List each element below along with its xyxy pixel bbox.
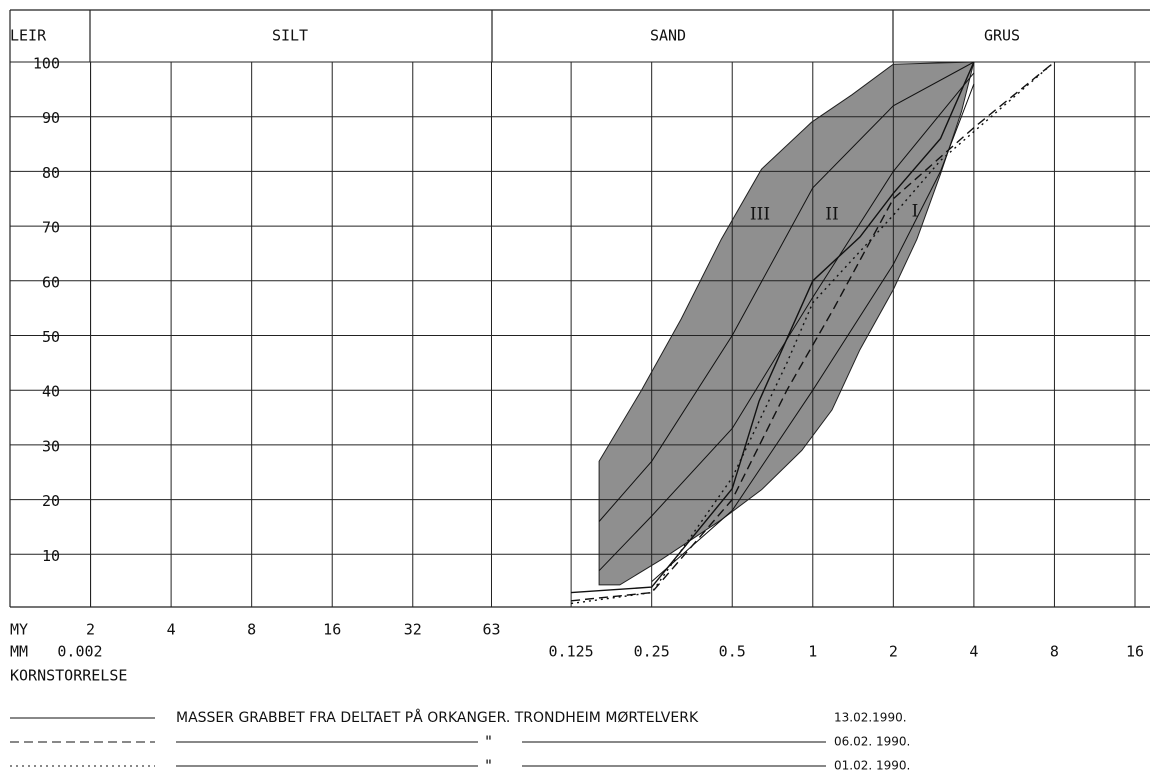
zone-curve bbox=[598, 72, 975, 572]
x-tick-label: 4 bbox=[969, 643, 978, 661]
zone-curve bbox=[651, 83, 975, 582]
x-tick-label: 16 bbox=[1126, 643, 1144, 661]
grading-zone bbox=[598, 61, 975, 586]
y-tick-label: 30 bbox=[42, 437, 60, 455]
y-tick-label: 90 bbox=[42, 109, 60, 127]
y-tick-label: 100 bbox=[33, 55, 60, 73]
legend-date: 01.02. 1990. bbox=[834, 759, 910, 772]
zone-label: II bbox=[825, 205, 838, 225]
x-axis-label: KORNSTORRELSE bbox=[10, 667, 127, 685]
fraction-label: SAND bbox=[650, 27, 686, 45]
my-tick-label: 4 bbox=[167, 621, 176, 639]
my-tick-label: 32 bbox=[404, 621, 422, 639]
zone-label: I bbox=[912, 202, 919, 222]
y-tick-label: 60 bbox=[42, 273, 60, 291]
y-tick-label: 10 bbox=[42, 547, 60, 565]
series-line bbox=[571, 61, 1055, 602]
zone-curve bbox=[598, 61, 975, 522]
fraction-label: LEIR bbox=[10, 27, 47, 45]
legend-label: " bbox=[484, 733, 493, 751]
x-tick-label: 0.5 bbox=[719, 643, 746, 661]
x-tick-label: 0.125 bbox=[549, 643, 594, 661]
my-tick-label: 16 bbox=[323, 621, 341, 639]
my-tick-label: 8 bbox=[247, 621, 256, 639]
y-tick-label: 50 bbox=[42, 328, 60, 346]
my-tick-label: 63 bbox=[482, 621, 500, 639]
my-tick-label: 2 bbox=[86, 621, 95, 639]
legend-date: 13.02.1990. bbox=[834, 711, 907, 725]
legend-label: " bbox=[484, 757, 493, 772]
y-tick-label: 70 bbox=[42, 219, 60, 237]
x-tick-label: 0.25 bbox=[634, 643, 670, 661]
legend-label: MASSER GRABBET FRA DELTAET PÅ ORKANGER. … bbox=[176, 709, 699, 726]
x-tick-label: 1 bbox=[808, 643, 817, 661]
legend-date: 06.02. 1990. bbox=[834, 735, 910, 749]
mm-label: MM bbox=[10, 643, 28, 661]
fraction-label: GRUS bbox=[984, 27, 1020, 45]
my-label: MY bbox=[10, 621, 28, 639]
y-tick-label: 40 bbox=[42, 383, 60, 401]
y-tick-label: 80 bbox=[42, 164, 60, 182]
y-tick-label: 20 bbox=[42, 492, 60, 510]
fraction-label: SILT bbox=[272, 27, 308, 45]
x-tick-label: 8 bbox=[1050, 643, 1059, 661]
zone-label: III bbox=[750, 205, 770, 225]
series-line bbox=[571, 61, 975, 594]
x-tick-label: 0.002 bbox=[57, 643, 102, 661]
x-tick-label: 2 bbox=[889, 643, 898, 661]
